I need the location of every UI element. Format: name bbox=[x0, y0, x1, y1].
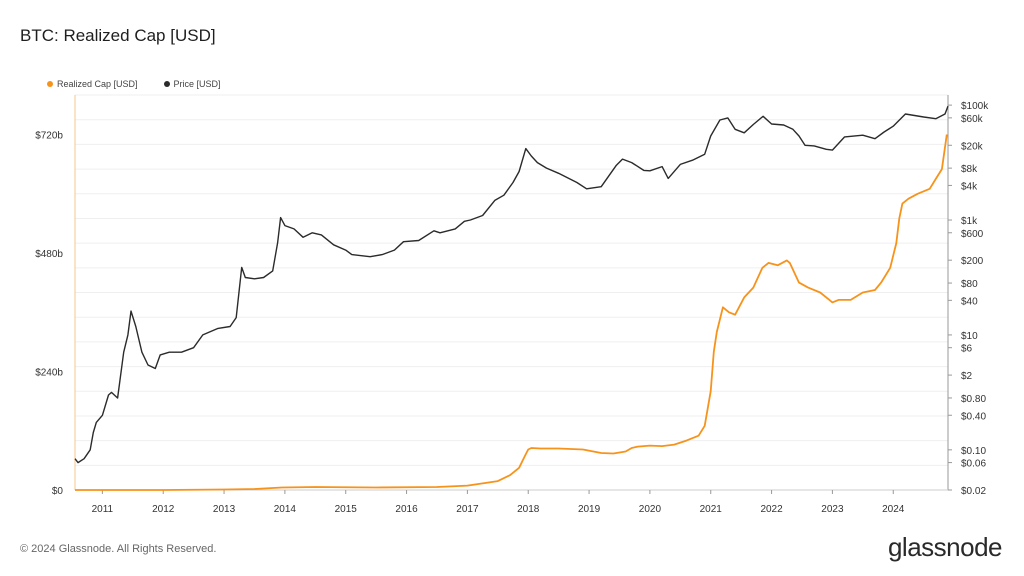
y-left-tick-label: $240b bbox=[35, 368, 63, 379]
x-tick-label: 2012 bbox=[152, 504, 175, 515]
x-tick-label: 2011 bbox=[92, 504, 114, 515]
x-tick-label: 2024 bbox=[882, 504, 905, 515]
legend-label-realized-cap: Realized Cap [USD] bbox=[57, 79, 138, 89]
x-tick-label: 2017 bbox=[456, 504, 479, 515]
y-right-tick-label: $4k bbox=[961, 181, 978, 192]
y-right-tick-label: $600 bbox=[961, 229, 984, 240]
y-right-tick-label: $0.10 bbox=[961, 446, 986, 457]
legend-label-price: Price [USD] bbox=[173, 79, 221, 89]
realized-cap-line bbox=[75, 134, 948, 491]
y-right-tick-label: $10 bbox=[961, 331, 978, 342]
x-tick-label: 2019 bbox=[578, 504, 601, 515]
legend-dot-realized-cap bbox=[47, 81, 53, 87]
y-right-tick-label: $6 bbox=[961, 344, 973, 355]
x-tick-label: 2022 bbox=[760, 504, 783, 515]
chart-axes: $0 $240b $480b $720b $100k $60k $20k $8k $4k $1k $… bbox=[35, 95, 989, 515]
y-right-tick-label: $0.02 bbox=[961, 486, 986, 497]
x-tick-label: 2016 bbox=[395, 504, 418, 515]
legend-item-price[interactable]: Price [USD] bbox=[163, 79, 221, 89]
x-tick-label: 2018 bbox=[517, 504, 540, 515]
y-right-tick-label: $1k bbox=[961, 216, 978, 227]
y-right-tick-label: $0.06 bbox=[961, 459, 986, 470]
y-right-tick-label: $0.80 bbox=[961, 394, 986, 405]
chart-series bbox=[74, 105, 949, 491]
y-right-tick-label: $2 bbox=[961, 371, 973, 382]
y-left-tick-label: $720b bbox=[35, 131, 63, 142]
y-right-tick-label: $80 bbox=[961, 279, 978, 290]
y-right-tick-label: $200 bbox=[961, 256, 984, 267]
chart-grid bbox=[75, 94, 948, 491]
y-right-tick-label: $100k bbox=[961, 101, 989, 112]
y-right-tick-label: $20k bbox=[961, 141, 984, 152]
chart-legend: Realized Cap [USD] Price [USD] bbox=[47, 79, 221, 89]
y-right-tick-label: $40 bbox=[961, 296, 978, 307]
y-left-tick-label: $480b bbox=[35, 249, 63, 260]
chart-title: BTC: Realized Cap [USD] bbox=[20, 26, 216, 45]
y-left-tick-label: $0 bbox=[52, 486, 64, 497]
copyright-text: © 2024 Glassnode. All Rights Reserved. bbox=[20, 543, 217, 555]
price-line bbox=[74, 105, 949, 464]
glassnode-logo: glassnode bbox=[887, 532, 1003, 562]
legend-dot-price bbox=[163, 81, 170, 87]
y-right-tick-label: $8k bbox=[961, 164, 978, 175]
x-tick-label: 2013 bbox=[213, 504, 236, 515]
y-right-tick-label: $60k bbox=[961, 114, 984, 125]
x-tick-label: 2020 bbox=[639, 504, 662, 515]
x-tick-label: 2014 bbox=[274, 504, 297, 515]
y-right-tick-label: $0.40 bbox=[961, 411, 986, 422]
x-tick-label: 2015 bbox=[335, 504, 358, 515]
legend-item-realized-cap[interactable]: Realized Cap [USD] bbox=[47, 79, 138, 89]
x-tick-label: 2021 bbox=[700, 504, 723, 515]
x-tick-label: 2023 bbox=[821, 504, 844, 515]
